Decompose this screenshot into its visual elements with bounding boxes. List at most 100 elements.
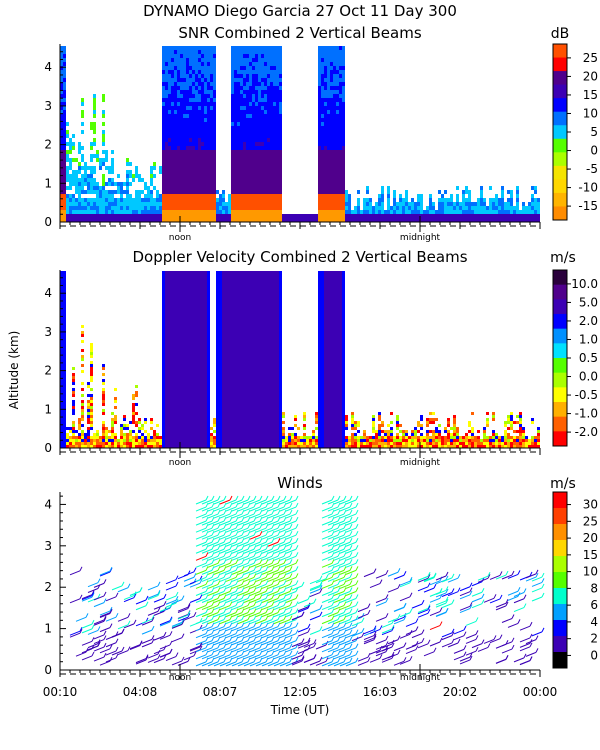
snr-cell	[72, 206, 75, 210]
snr-cell	[369, 198, 372, 202]
doppler-cell	[81, 439, 84, 442]
snr-cell	[264, 130, 267, 134]
snr-cell	[189, 70, 192, 74]
snr-cell	[450, 198, 453, 202]
snr-cell	[258, 126, 261, 130]
doppler-cell	[234, 271, 237, 448]
snr-cell	[369, 218, 372, 222]
snr-cell	[492, 214, 495, 218]
snr-cell	[255, 150, 258, 154]
wind-barb-flag	[223, 643, 227, 649]
doppler-cell	[135, 403, 138, 406]
doppler-cell	[84, 439, 87, 442]
snr-cell	[168, 110, 171, 114]
doppler-cell	[447, 424, 450, 427]
wind-barb	[225, 598, 237, 603]
snr-cell	[498, 202, 501, 206]
snr-cell	[243, 54, 246, 58]
snr-cell	[246, 154, 249, 158]
snr-colorbar-label: -15	[578, 199, 598, 213]
snr-cell	[144, 214, 147, 218]
snr-cell	[201, 46, 204, 50]
snr-cell	[246, 78, 249, 82]
snr-cell	[276, 162, 279, 166]
snr-cell	[339, 154, 342, 158]
wind-barb-flag	[259, 629, 263, 634]
doppler-colorbar-swatch	[553, 270, 567, 286]
wind-barb	[87, 645, 99, 651]
snr-cell	[189, 94, 192, 98]
wind-barb	[279, 576, 291, 582]
snr-cell	[528, 210, 531, 214]
wind-barb-flag	[259, 538, 263, 543]
snr-cell	[276, 54, 279, 58]
snr-cell	[180, 126, 183, 130]
snr-cell	[339, 190, 342, 194]
wind-barb-flag	[103, 598, 107, 603]
wind-barb-flag	[235, 608, 239, 613]
snr-cell	[273, 70, 276, 74]
doppler-cell	[108, 445, 111, 448]
snr-cell	[201, 146, 204, 150]
doppler-cell	[471, 442, 474, 445]
snr-cell	[231, 190, 234, 194]
snr-cell	[489, 202, 492, 206]
snr-cell	[171, 82, 174, 86]
wind-barb	[279, 598, 291, 603]
snr-cell	[207, 90, 210, 94]
snr-cell	[258, 170, 261, 174]
snr-cell	[327, 150, 330, 154]
snr-cell	[195, 102, 198, 106]
snr-cell	[174, 134, 177, 138]
snr-cell	[195, 162, 198, 166]
snr-cell	[120, 218, 123, 222]
wind-barb-flag	[235, 594, 239, 599]
wind-barb	[195, 576, 207, 582]
snr-cell	[330, 122, 333, 126]
snr-cell	[249, 90, 252, 94]
snr-cell	[327, 98, 330, 102]
snr-cell	[246, 90, 249, 94]
snr-cell	[189, 98, 192, 102]
wind-barb-flag	[289, 545, 293, 550]
snr-cell	[231, 158, 234, 162]
snr-cell	[183, 214, 186, 218]
snr-cell	[342, 158, 345, 162]
doppler-cell	[462, 436, 465, 439]
doppler-cell	[132, 397, 135, 400]
wind-barb-flag	[205, 650, 209, 656]
snr-cell	[501, 186, 504, 190]
snr-cell	[438, 202, 441, 206]
snr-cell	[459, 206, 462, 210]
doppler-cell	[390, 412, 393, 415]
doppler-cell	[300, 436, 303, 439]
doppler-cell	[201, 271, 204, 448]
snr-cell	[204, 134, 207, 138]
wind-barb	[237, 534, 249, 540]
snr-cell	[234, 190, 237, 194]
snr-cell	[63, 118, 66, 122]
snr-cell	[189, 62, 192, 66]
snr-cell	[333, 110, 336, 114]
snr-colorbar-swatch	[553, 206, 567, 221]
snr-cell	[234, 110, 237, 114]
snr-cell	[276, 50, 279, 54]
snr-cell	[330, 162, 333, 166]
snr-cell	[243, 78, 246, 82]
snr-cell	[324, 50, 327, 54]
wind-barb-flag	[109, 623, 113, 628]
snr-cell	[168, 150, 171, 154]
snr-cell	[267, 186, 270, 190]
snr-cell	[267, 218, 270, 222]
doppler-cell	[417, 439, 420, 442]
doppler-cell	[102, 403, 105, 406]
snr-cell	[63, 162, 66, 166]
snr-cell	[246, 110, 249, 114]
snr-cell	[114, 198, 117, 202]
snr-cell	[327, 62, 330, 66]
snr-cell	[342, 118, 345, 122]
snr-cell	[279, 186, 282, 190]
doppler-cell	[87, 400, 90, 403]
snr-cell	[240, 114, 243, 118]
snr-cell	[264, 114, 267, 118]
